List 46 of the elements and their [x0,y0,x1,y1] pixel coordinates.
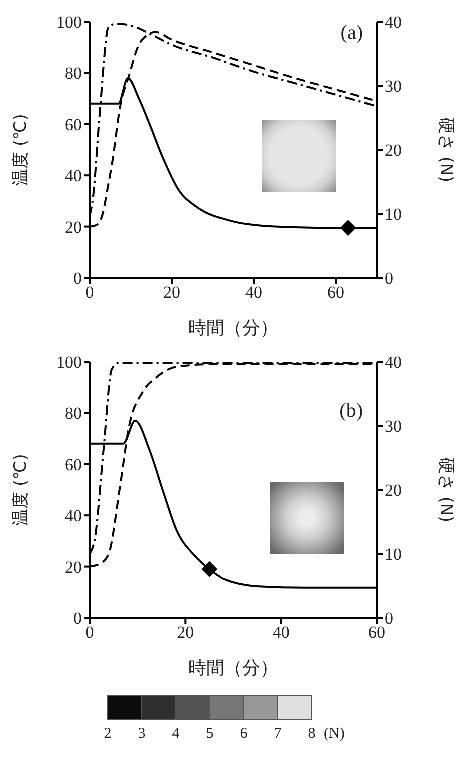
x-tick-label: 40 [272,623,290,642]
color-bar-label: 4 [172,726,180,742]
color-bar-label: 8 [308,726,316,742]
y2-tick-label: 20 [385,141,402,160]
y-tick-label: 20 [65,218,82,237]
y2-tick-label: 40 [385,353,402,372]
y-tick-label: 60 [65,455,82,474]
y2-tick-label: 40 [385,13,402,32]
y2-tick-label: 0 [385,609,394,628]
y2-tick-label: 10 [385,545,402,564]
color-bar-label: 6 [240,726,248,742]
y2-tick-label: 30 [385,417,402,436]
y-tick-label: 20 [65,558,82,577]
color-bar-label: 5 [206,726,214,742]
y-tick-label: 40 [65,166,82,186]
x-tick-label: 20 [164,283,180,302]
x-tick-label: 20 [177,623,194,642]
y-tick-label: 0 [74,269,82,288]
y-axis-title: 温度 (℃) [11,114,32,186]
x-tick-label: 60 [368,623,386,642]
y-axis-title: 温度 (℃) [11,454,32,526]
y2-tick-label: 20 [385,481,402,500]
y2-tick-label: 30 [385,77,402,96]
x-axis-title: 時間（分） [188,658,278,679]
y-tick-label: 60 [65,115,82,134]
y-tick-label: 100 [56,13,82,32]
y2-tick-label: 10 [385,205,402,224]
color-bar-label: 7 [274,726,282,742]
y2-axis-title: 硬さ (N) [436,457,456,523]
x-tick-label: 0 [86,623,94,642]
color-bar-label: 2 [104,726,112,742]
y2-tick-label: 0 [385,269,394,288]
x-tick-label: 40 [246,283,262,302]
color-bar-title: (N) [324,726,345,742]
text: (b) [340,400,363,423]
y-tick-label: 80 [65,64,82,84]
y2-axis-title: 硬さ (N) [436,117,456,183]
chart-title: (a) [340,22,363,45]
x-tick-label: 0 [86,283,94,302]
y-tick-label: 100 [56,353,82,372]
x-axis-title: 時間（分） [188,318,278,339]
y-tick-label: 0 [74,609,82,628]
color-bar-label: 3 [138,726,146,742]
y-tick-label: 40 [65,506,82,526]
y-tick-label: 80 [65,404,82,424]
x-tick-label: 60 [328,283,344,302]
